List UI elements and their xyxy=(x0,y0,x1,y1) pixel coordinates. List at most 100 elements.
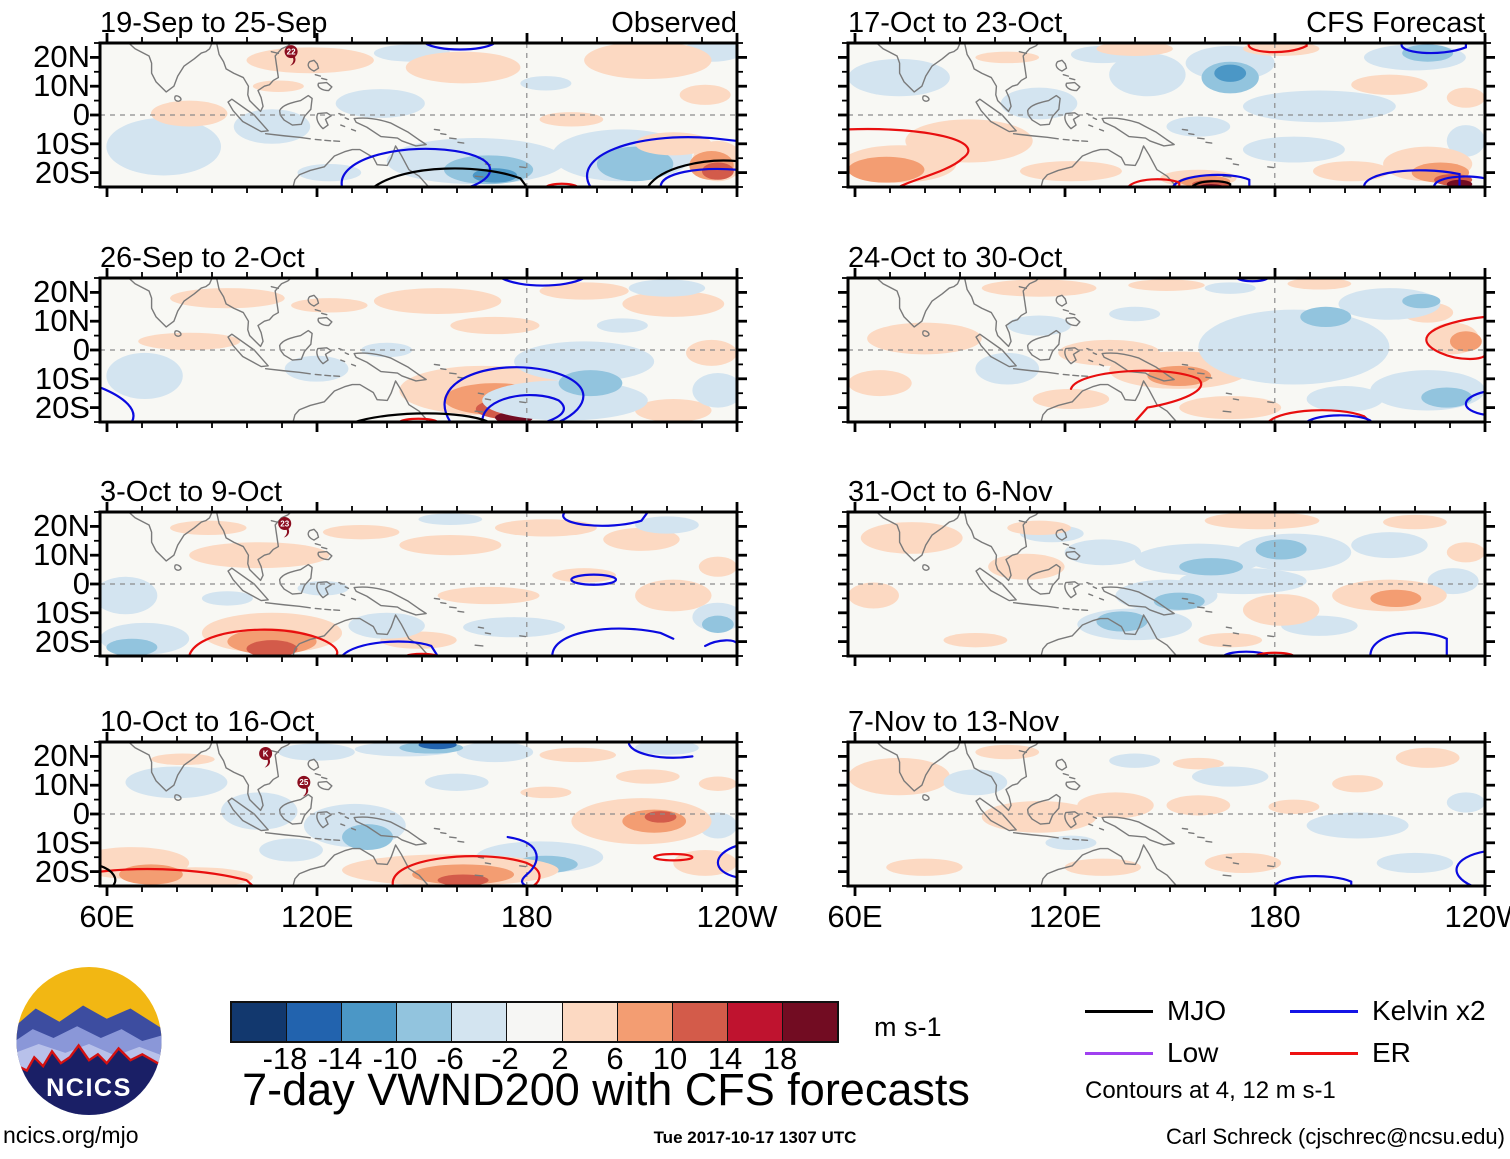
legend-item: Low xyxy=(1085,1037,1290,1069)
units-label: m s-1 xyxy=(874,1012,942,1042)
panel-corner-label: Observed xyxy=(611,7,737,39)
logo-base xyxy=(16,1045,162,1115)
colorbar-cell xyxy=(507,1003,563,1041)
colorbar xyxy=(230,1001,839,1043)
y-tick-label: 10N xyxy=(33,303,90,339)
legend-label: ER xyxy=(1372,1037,1411,1068)
y-tick-label: 20S xyxy=(34,853,90,889)
legend-line-swatch xyxy=(1290,1009,1358,1013)
svg-text:23: 23 xyxy=(280,519,289,528)
legend-line-swatch xyxy=(1085,1009,1153,1013)
site-url: ncics.org/mjo xyxy=(3,1122,139,1148)
y-tick-label: 20N xyxy=(33,738,90,774)
svg-text:25: 25 xyxy=(299,778,308,787)
panel-date-range: 10-Oct to 16-Oct xyxy=(100,706,315,738)
y-tick-label: 0 xyxy=(72,566,90,601)
y-tick-label: 20N xyxy=(33,39,90,75)
colorbar-label: -18 xyxy=(262,1041,308,1076)
colorbar-label: 14 xyxy=(707,1041,743,1076)
tropical-cyclone-icon: 23 xyxy=(278,517,292,538)
panel-date-range: 3-Oct to 9-Oct xyxy=(100,476,283,508)
svg-text:K: K xyxy=(263,749,269,758)
panel-map: 22 xyxy=(90,33,747,197)
colorbar-label: 18 xyxy=(762,1041,798,1076)
colorbar-cell xyxy=(342,1003,398,1041)
legend-label: MJO xyxy=(1167,995,1227,1026)
y-tick-label: 10S xyxy=(34,594,90,630)
panel-title: 31-Oct to 6-Nov xyxy=(848,475,1485,511)
tropical-cyclone-icon: K xyxy=(259,747,273,768)
panel-map xyxy=(838,268,1495,432)
panel-date-range: 31-Oct to 6-Nov xyxy=(848,476,1053,508)
x-tick-label: 120W xyxy=(1444,899,1510,934)
panel-date-range: 17-Oct to 23-Oct xyxy=(848,7,1063,39)
legend-label: Low xyxy=(1167,1037,1219,1068)
colorbar-cell xyxy=(727,1003,783,1041)
panel-title: 26-Sep to 2-Oct xyxy=(100,241,737,277)
tropical-cyclone-icon: 22 xyxy=(284,45,298,66)
colorbar-cell xyxy=(617,1003,673,1041)
y-tick-label: 0 xyxy=(72,332,90,367)
y-tick-label: 10S xyxy=(34,360,90,396)
y-tick-label: 10N xyxy=(33,537,90,573)
panel-date-range: 7-Nov to 13-Nov xyxy=(848,706,1060,738)
y-tick-label: 10N xyxy=(33,767,90,803)
panel-map-svg: 23 xyxy=(90,502,747,666)
colorbar-cell xyxy=(562,1003,618,1041)
panel-title: 24-Oct to 30-Oct xyxy=(848,241,1485,277)
panel-map: 23 xyxy=(90,502,747,666)
svg-text:22: 22 xyxy=(287,47,296,56)
colorbar-label: 2 xyxy=(551,1041,569,1076)
colorbar-label: -2 xyxy=(491,1041,519,1076)
contour-legend: MJO Kelvin x2 Low ER Contours at 4, 12 m s-… xyxy=(1085,995,1510,1105)
x-tick-label: 180 xyxy=(1248,899,1301,934)
panel-date-range: 24-Oct to 30-Oct xyxy=(848,242,1063,274)
panel-title: 7-Nov to 13-Nov xyxy=(848,705,1485,741)
panel-corner-label: CFS Forecast xyxy=(1306,7,1485,39)
ncics-logo-art: NCICS xyxy=(16,967,162,1115)
panel-title: 19-Sep to 25-Sep Observed xyxy=(100,6,737,42)
panel-map-svg: 22 xyxy=(90,33,747,197)
y-tick-label: 10S xyxy=(34,824,90,860)
legend-item: Kelvin x2 xyxy=(1290,995,1510,1027)
tropical-cyclone-icon: 25 xyxy=(297,775,311,797)
legend-item: ER xyxy=(1290,1037,1510,1069)
x-tick-label: 60E xyxy=(827,899,883,934)
figure-title: 7-day VWND200 with CFS forecasts xyxy=(242,1064,970,1115)
panel-map xyxy=(90,268,747,432)
x-tick-label: 120W xyxy=(696,899,778,934)
legend-label: Kelvin x2 xyxy=(1372,995,1486,1026)
panel-map-svg xyxy=(838,33,1495,197)
ncics-logo: NCICS xyxy=(15,966,163,1116)
colorbar-cell xyxy=(782,1003,838,1041)
colorbar-cell xyxy=(672,1003,728,1041)
panel-date-range: 19-Sep to 25-Sep xyxy=(100,7,328,39)
y-tick-label: 20S xyxy=(34,154,90,190)
x-tick-label: 120E xyxy=(1029,899,1102,934)
colorbar-label: 10 xyxy=(652,1041,688,1076)
y-tick-label: 10N xyxy=(33,68,90,104)
legend-item: MJO xyxy=(1085,995,1290,1027)
y-tick-label: 20N xyxy=(33,508,90,544)
panel-title: 17-Oct to 23-Oct CFS Forecast xyxy=(848,6,1485,42)
colorbar-label: -14 xyxy=(317,1041,363,1076)
y-tick-label: 20N xyxy=(33,274,90,310)
panel-map xyxy=(838,732,1495,896)
colorbar-label: 6 xyxy=(606,1041,624,1076)
panel-map xyxy=(838,502,1495,666)
panel-title: 10-Oct to 16-Oct xyxy=(100,705,737,741)
colorbar-label: -6 xyxy=(436,1041,464,1076)
colorbar-cell xyxy=(397,1003,453,1041)
y-tick-label: 20S xyxy=(34,389,90,425)
author-credit: Carl Schreck (cjschrec@ncsu.edu) xyxy=(1166,1124,1505,1149)
colorbar-cell xyxy=(452,1003,508,1041)
panel-title: 3-Oct to 9-Oct xyxy=(100,475,737,511)
legend-grid: MJO Kelvin x2 Low ER xyxy=(1085,995,1510,1069)
colorbar-cell xyxy=(232,1003,288,1041)
logo-text: NCICS xyxy=(46,1074,132,1102)
x-tick-label: 120E xyxy=(281,899,354,934)
panel-map-svg xyxy=(838,732,1495,896)
x-tick-label: 180 xyxy=(500,899,553,934)
contour-note: Contours at 4, 12 m s-1 xyxy=(1085,1077,1336,1104)
